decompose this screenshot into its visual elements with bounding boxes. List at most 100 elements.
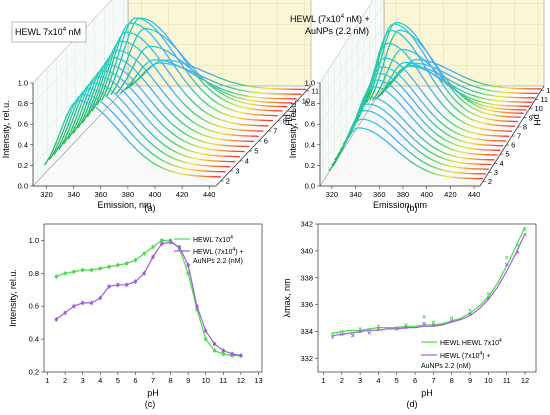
data-point <box>515 243 520 248</box>
z-axis <box>215 85 312 187</box>
data-point <box>358 329 362 334</box>
x-tick-label: 5 <box>116 376 120 385</box>
spectrum-curve <box>72 63 250 148</box>
x-tick-label: 9 <box>468 376 472 385</box>
z-tick-label: 7 <box>517 132 521 141</box>
panel-c-tag: (c) <box>145 399 156 409</box>
data-point <box>449 319 454 323</box>
x-tick-label: 10 <box>202 376 210 385</box>
z-tick-label: 11 <box>311 87 319 96</box>
series-line <box>332 233 526 337</box>
panel-b-inset-line2: AuNPs (2.2 nM) <box>305 26 369 36</box>
data-point <box>486 296 491 300</box>
z-tick-label: 11 <box>540 95 548 104</box>
data-point <box>515 250 520 255</box>
x-axis-label: Emission, nm <box>97 200 151 210</box>
spectrum-curve <box>328 127 483 180</box>
spectrum-curve <box>342 86 498 156</box>
left-grid-y <box>32 3 129 104</box>
data-point <box>63 311 67 315</box>
data-point <box>404 325 408 330</box>
panel-a-inset-box <box>11 21 87 43</box>
x-tick-label: 12 <box>237 376 245 385</box>
data-point <box>177 245 181 249</box>
data-point <box>376 324 381 329</box>
z-tick-label: 3 <box>494 168 498 177</box>
x-tick-label: 320 <box>326 190 339 199</box>
y-tick-label: 0.6 <box>305 120 315 129</box>
z-tick-label: 6 <box>264 137 268 146</box>
x-tick-label: 400 <box>149 190 162 199</box>
panel-c-intensity-vs-ph: 1 2 3 4 5 6 7 8 9 10 11 12 130.20.40.60.81.0pHIntens… <box>8 223 263 409</box>
data-point <box>81 268 85 272</box>
data-point <box>394 325 399 330</box>
panel-b-3d-spectra: 320 340 360 380 400 420 440 0.0 0.2 0.4 0.6 0.8 1.0 2… <box>288 0 550 213</box>
data-point <box>523 232 527 237</box>
x-tick-label: 2 <box>63 376 67 385</box>
data-point <box>133 280 137 284</box>
spectrum-curve <box>62 75 240 158</box>
data-point <box>422 321 427 326</box>
data-point <box>160 242 164 246</box>
data-point <box>195 308 199 312</box>
y-tick-label: 1.0 <box>305 79 315 88</box>
panel-d-tag: (d) <box>407 399 418 409</box>
x-tick-label: 2 <box>340 376 344 385</box>
z-tick-label: 5 <box>505 150 509 159</box>
data-point <box>504 262 509 267</box>
x-tick-label: 420 <box>444 190 457 199</box>
spectrum-curve <box>91 31 269 127</box>
panel-c-legend-green: HEWL 7x104 <box>193 235 233 244</box>
y-tick-label: 0.4 <box>29 335 39 344</box>
y-tick-label: 0.6 <box>29 302 39 311</box>
z-tick-label: 10 <box>534 104 542 113</box>
spectrum-curve <box>124 62 302 95</box>
x-tick-label: 9 <box>186 376 190 385</box>
data-point <box>204 337 208 341</box>
panel-a-inset-label: HEWL 7x104 nM <box>15 27 81 37</box>
back-wall <box>127 0 312 87</box>
data-point <box>394 327 399 331</box>
x-tick-label: 360 <box>95 190 108 199</box>
y-tick-label: 1.0 <box>18 79 28 88</box>
data-point <box>239 354 243 358</box>
data-point <box>449 316 454 320</box>
spectrum-curve <box>58 81 236 163</box>
data-point <box>142 252 146 256</box>
x-tick-label: 4 <box>98 376 102 385</box>
data-point <box>340 329 344 334</box>
x-tick-label: 10 <box>484 376 492 385</box>
x-axis-label: pH <box>147 388 159 398</box>
data-point <box>330 335 335 339</box>
data-point <box>98 266 102 270</box>
series-line <box>332 226 526 334</box>
spectrum-curve <box>43 100 221 178</box>
data-point <box>54 317 58 321</box>
data-point <box>98 296 102 300</box>
panel-d-lambda-vs-ph: 1 2 3 4 5 6 7 8 9 10 11 12332334336338340342pHλmax,… <box>282 220 537 409</box>
x-tick-label: 340 <box>67 190 80 199</box>
y-tick-label: 0.8 <box>18 99 28 108</box>
data-point <box>151 245 155 249</box>
data-point <box>81 301 85 305</box>
spectrum-curve <box>100 17 278 117</box>
data-point <box>107 265 111 269</box>
spectrum-curve <box>348 72 504 147</box>
z-tick-label: 2 <box>488 177 492 186</box>
y-tick-label: 0.0 <box>305 182 315 191</box>
z-tick-label: 4 <box>500 159 504 168</box>
data-point <box>89 268 93 272</box>
plot-frame <box>317 223 537 373</box>
z-tick-label: 6 <box>511 141 515 150</box>
z-axis-label: pH <box>284 114 294 126</box>
spectrum-curve <box>383 62 539 95</box>
y-tick-label: 0.6 <box>18 120 28 129</box>
z-tick-label: 10 <box>302 97 310 106</box>
spectrum-curve <box>105 17 283 112</box>
spectrum-curve <box>53 87 231 168</box>
left-grid-y <box>32 24 129 125</box>
y-axis-label: Intensity, rel.u. <box>8 269 18 327</box>
y-tick-label: 0.0 <box>18 182 28 191</box>
z-tick-label: 2 <box>226 177 230 186</box>
